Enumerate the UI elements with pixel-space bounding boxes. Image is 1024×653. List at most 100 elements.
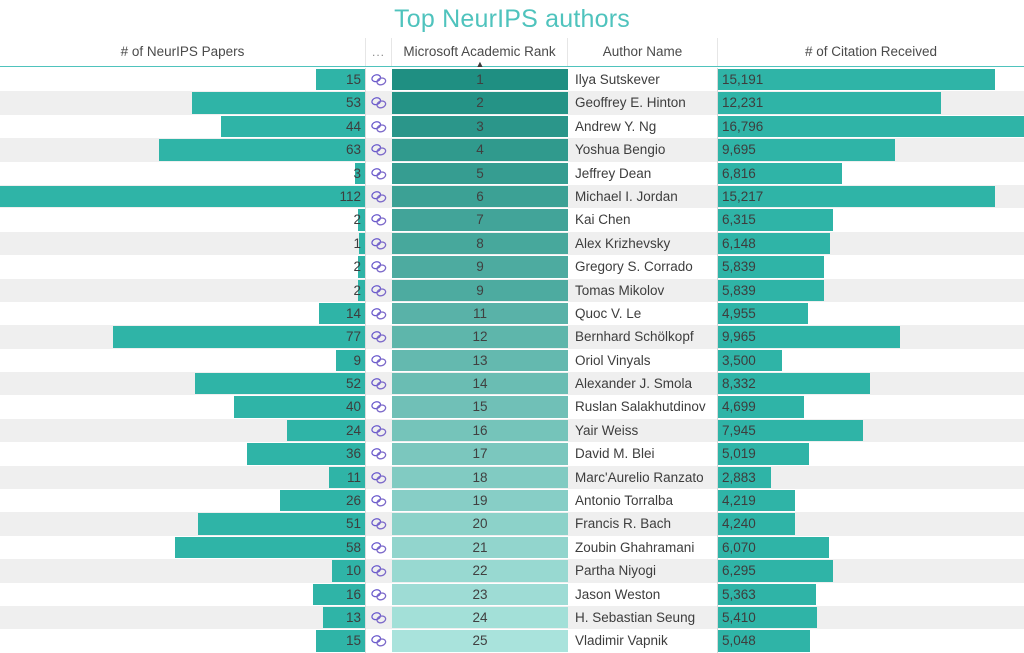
cell-author[interactable]: H. Sebastian Seung <box>568 605 718 630</box>
cell-citations[interactable]: 12,231 <box>718 91 1024 114</box>
cell-citations[interactable]: 4,240 <box>718 512 1024 535</box>
cell-papers[interactable]: 58 <box>0 535 366 560</box>
cell-link[interactable] <box>366 138 392 161</box>
cell-author[interactable]: Bernhard Schölkopf <box>568 325 718 349</box>
column-header-citations[interactable]: # of Citation Received <box>804 44 938 59</box>
link-icon[interactable] <box>370 237 388 255</box>
cell-citations[interactable]: 15,191 <box>718 68 1024 91</box>
cell-rank[interactable]: 23 <box>392 583 568 606</box>
cell-link[interactable] <box>366 91 392 114</box>
link-icon[interactable] <box>370 167 388 185</box>
cell-link[interactable] <box>366 232 392 255</box>
link-icon[interactable] <box>370 120 388 138</box>
cell-link[interactable] <box>366 583 392 606</box>
table-row[interactable]: 1 8 Alex Krizhevsky 6,148 <box>0 231 1024 256</box>
link-icon[interactable] <box>370 564 388 582</box>
link-icon[interactable] <box>370 588 388 606</box>
table-row[interactable]: 53 2 Geoffrey E. Hinton 12,231 <box>0 91 1024 115</box>
cell-author[interactable]: Geoffrey E. Hinton <box>568 91 718 115</box>
cell-citations[interactable]: 6,295 <box>718 559 1024 582</box>
cell-rank[interactable]: 6 <box>392 185 568 208</box>
table-row[interactable]: 13 24 H. Sebastian Seung 5,410 <box>0 605 1024 630</box>
cell-papers[interactable]: 40 <box>0 395 366 419</box>
cell-author[interactable]: Francis R. Bach <box>568 512 718 536</box>
cell-link[interactable] <box>366 419 392 442</box>
table-row[interactable]: 44 3 Andrew Y. Ng 16,796 <box>0 114 1024 139</box>
table-row[interactable]: 10 22 Partha Niyogi 6,295 <box>0 559 1024 583</box>
cell-citations[interactable]: 4,219 <box>718 489 1024 512</box>
cell-citations[interactable]: 5,839 <box>718 255 1024 278</box>
table-row[interactable]: 15 25 Vladimir Vapnik 5,048 <box>0 629 1024 653</box>
table-row[interactable]: 14 11 Quoc V. Le 4,955 <box>0 301 1024 326</box>
cell-author[interactable]: Tomas Mikolov <box>568 278 718 302</box>
cell-papers[interactable]: 2 <box>0 278 366 302</box>
cell-author[interactable]: Andrew Y. Ng <box>568 114 718 139</box>
link-icon[interactable] <box>370 377 388 395</box>
cell-author[interactable]: Jeffrey Dean <box>568 161 718 185</box>
link-icon[interactable] <box>370 190 388 208</box>
cell-link[interactable] <box>366 208 392 231</box>
cell-rank[interactable]: 13 <box>392 349 568 372</box>
cell-citations[interactable]: 4,955 <box>718 302 1024 325</box>
table-row[interactable]: 15 1 Ilya Sutskever 15,191 <box>0 68 1024 92</box>
cell-papers[interactable]: 77 <box>0 325 366 349</box>
cell-rank[interactable]: 9 <box>392 255 568 278</box>
cell-citations[interactable]: 7,945 <box>718 419 1024 442</box>
column-header-author[interactable]: Author Name <box>568 38 718 66</box>
cell-author[interactable]: Gregory S. Corrado <box>568 255 718 279</box>
cell-papers[interactable]: 1 <box>0 231 366 256</box>
cell-rank[interactable]: 25 <box>392 629 568 652</box>
cell-author[interactable]: Oriol Vinyals <box>568 348 718 373</box>
link-icon[interactable] <box>370 143 388 161</box>
cell-rank[interactable]: 8 <box>392 232 568 255</box>
cell-rank[interactable]: 15 <box>392 395 568 418</box>
cell-papers[interactable]: 24 <box>0 418 366 443</box>
cell-citations[interactable]: 5,019 <box>718 442 1024 465</box>
cell-author[interactable]: Michael I. Jordan <box>568 184 718 209</box>
link-icon[interactable] <box>370 634 388 652</box>
cell-link[interactable] <box>366 559 392 582</box>
table-row[interactable]: 58 21 Zoubin Ghahramani 6,070 <box>0 535 1024 560</box>
cell-rank[interactable]: 7 <box>392 208 568 231</box>
table-row[interactable]: 11 18 Marc'Aurelio Ranzato 2,883 <box>0 465 1024 490</box>
column-header-papers[interactable]: # of NeurIPS Papers <box>0 38 366 66</box>
cell-papers[interactable]: 14 <box>0 301 366 326</box>
table-row[interactable]: 26 19 Antonio Torralba 4,219 <box>0 489 1024 513</box>
cell-papers[interactable]: 51 <box>0 512 366 536</box>
cell-author[interactable]: Alex Krizhevsky <box>568 231 718 256</box>
cell-papers[interactable]: 53 <box>0 91 366 115</box>
cell-rank[interactable]: 1 <box>392 68 568 91</box>
cell-rank[interactable]: 24 <box>392 606 568 629</box>
cell-papers[interactable]: 63 <box>0 138 366 162</box>
cell-papers[interactable]: 44 <box>0 114 366 139</box>
table-row[interactable]: 2 9 Tomas Mikolov 5,839 <box>0 278 1024 302</box>
cell-rank[interactable]: 17 <box>392 442 568 465</box>
column-header-ellipsis[interactable]: ... <box>366 38 392 66</box>
cell-author[interactable]: Jason Weston <box>568 582 718 606</box>
table-row[interactable]: 9 13 Oriol Vinyals 3,500 <box>0 348 1024 373</box>
link-icon[interactable] <box>370 471 388 489</box>
cell-citations[interactable]: 9,965 <box>718 325 1024 348</box>
cell-citations[interactable]: 5,048 <box>718 629 1024 652</box>
link-icon[interactable] <box>370 260 388 278</box>
cell-author[interactable]: Yoshua Bengio <box>568 138 718 162</box>
link-icon[interactable] <box>370 424 388 442</box>
cell-link[interactable] <box>366 606 392 629</box>
table-row[interactable]: 24 16 Yair Weiss 7,945 <box>0 418 1024 443</box>
cell-citations[interactable]: 6,148 <box>718 232 1024 255</box>
cell-papers[interactable]: 15 <box>0 629 366 653</box>
cell-rank[interactable]: 3 <box>392 115 568 138</box>
cell-rank[interactable]: 16 <box>392 419 568 442</box>
table-row[interactable]: 16 23 Jason Weston 5,363 <box>0 582 1024 606</box>
table-row[interactable]: 2 7 Kai Chen 6,315 <box>0 208 1024 232</box>
link-icon[interactable] <box>370 213 388 231</box>
cell-citations[interactable]: 8,332 <box>718 372 1024 395</box>
cell-link[interactable] <box>366 68 392 91</box>
cell-rank[interactable]: 2 <box>392 91 568 114</box>
cell-link[interactable] <box>366 279 392 302</box>
cell-rank[interactable]: 22 <box>392 559 568 582</box>
link-icon[interactable] <box>370 330 388 348</box>
cell-author[interactable]: Yair Weiss <box>568 418 718 443</box>
cell-rank[interactable]: 14 <box>392 372 568 395</box>
cell-papers[interactable]: 3 <box>0 161 366 185</box>
